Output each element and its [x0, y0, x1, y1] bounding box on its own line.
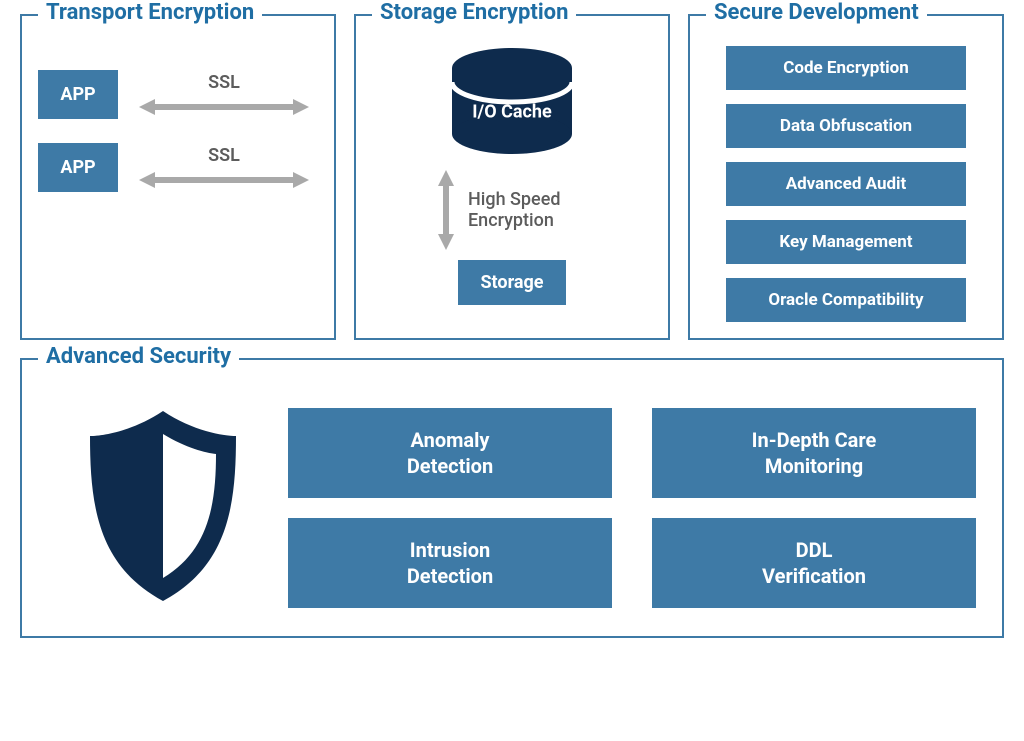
cache-label: I/O Cache [472, 102, 551, 123]
adv-item: AnomalyDetection [288, 408, 612, 498]
high-speed-label: High Speed Encryption [468, 189, 588, 231]
adv-item: DDLVerification [652, 518, 976, 608]
advanced-body: AnomalyDetection In-Depth CareMonitoring… [38, 390, 986, 620]
dev-item: Oracle Compatibility [726, 278, 966, 322]
dev-list: Code Encryption Data Obfuscation Advance… [706, 46, 986, 322]
advanced-grid: AnomalyDetection In-Depth CareMonitoring… [288, 408, 976, 608]
panel-title-storage: Storage Encryption [372, 0, 576, 25]
transport-row-1: APP SSL [38, 143, 318, 192]
storage-body: I/O Cache High Speed Encryption Storage [372, 46, 652, 305]
panel-storage: Storage Encryption I/O Cache High Speed … [354, 14, 670, 340]
panel-advanced: Advanced Security AnomalyDetection In-De… [20, 358, 1004, 638]
adv-item: In-Depth CareMonitoring [652, 408, 976, 498]
double-arrow-icon [139, 170, 309, 190]
adv-item: IntrusionDetection [288, 518, 612, 608]
dev-item: Data Obfuscation [726, 104, 966, 148]
transport-body: APP SSL APP SSL [38, 70, 318, 192]
app-box: APP [38, 143, 118, 192]
cache-cylinder: I/O Cache [437, 46, 587, 160]
panel-title-secure-dev: Secure Development [706, 0, 927, 25]
adv-item-label: AnomalyDetection [407, 427, 493, 479]
arrow-col: SSL [130, 72, 318, 117]
dev-item: Advanced Audit [726, 162, 966, 206]
ssl-label: SSL [208, 72, 240, 93]
double-arrow-vertical-icon [436, 170, 456, 250]
storage-box: Storage [458, 260, 565, 305]
dev-item: Code Encryption [726, 46, 966, 90]
diagram-grid: Transport Encryption APP SSL APP SSL [20, 14, 1004, 638]
ssl-label: SSL [208, 145, 240, 166]
panel-secure-dev: Secure Development Code Encryption Data … [688, 14, 1004, 340]
panel-title-advanced: Advanced Security [38, 344, 239, 369]
panel-title-transport: Transport Encryption [38, 0, 262, 25]
double-arrow-icon [139, 97, 309, 117]
dev-item: Key Management [726, 220, 966, 264]
storage-arrow-row: High Speed Encryption [436, 170, 588, 250]
adv-item-label: IntrusionDetection [407, 537, 493, 589]
panel-transport: Transport Encryption APP SSL APP SSL [20, 14, 336, 340]
app-box: APP [38, 70, 118, 119]
arrow-col: SSL [130, 145, 318, 190]
adv-item-label: In-Depth CareMonitoring [752, 427, 877, 479]
shield-icon [78, 406, 248, 606]
shield-wrap [48, 406, 248, 610]
transport-row-0: APP SSL [38, 70, 318, 119]
adv-item-label: DDLVerification [762, 537, 866, 589]
